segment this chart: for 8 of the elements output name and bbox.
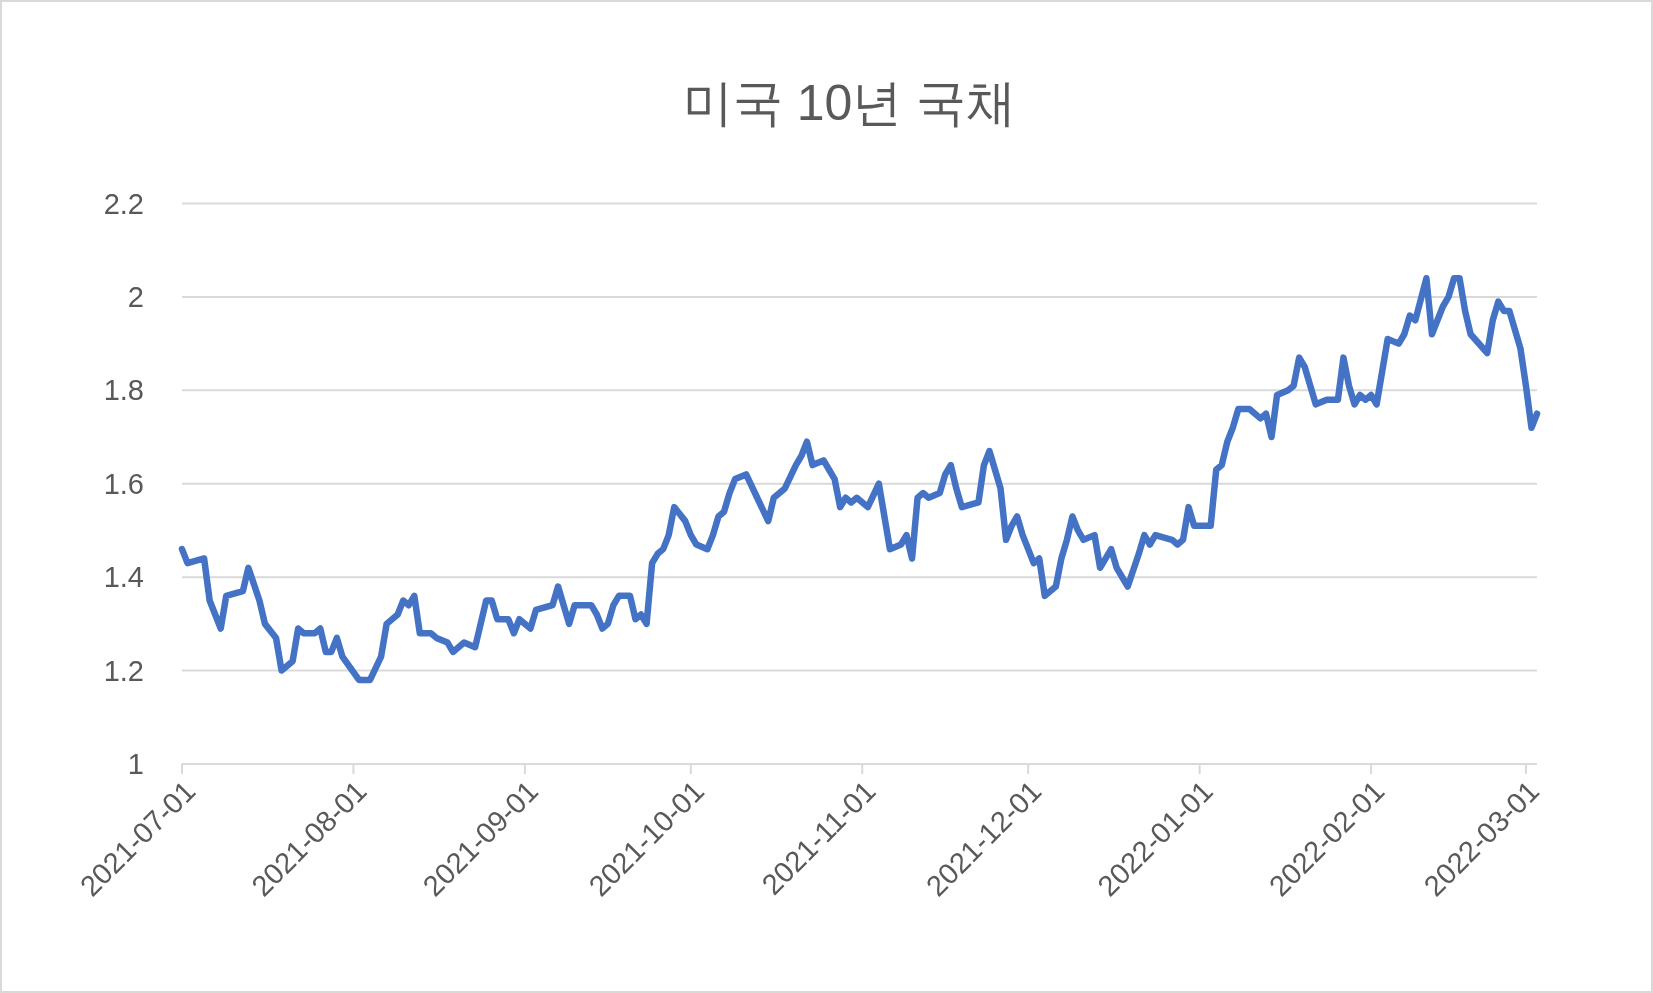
y-tick-label: 1.6: [103, 467, 144, 500]
chart-title: 미국 10년 국채: [682, 75, 1017, 131]
y-tick-label: 1.8: [103, 374, 144, 407]
y-tick-label: 2.2: [103, 187, 144, 220]
y-tick-label: 1: [127, 748, 144, 780]
y-tick-label: 2: [127, 280, 144, 313]
y-tick-label: 1.2: [103, 654, 144, 687]
y-tick-label: 1.4: [103, 561, 144, 594]
